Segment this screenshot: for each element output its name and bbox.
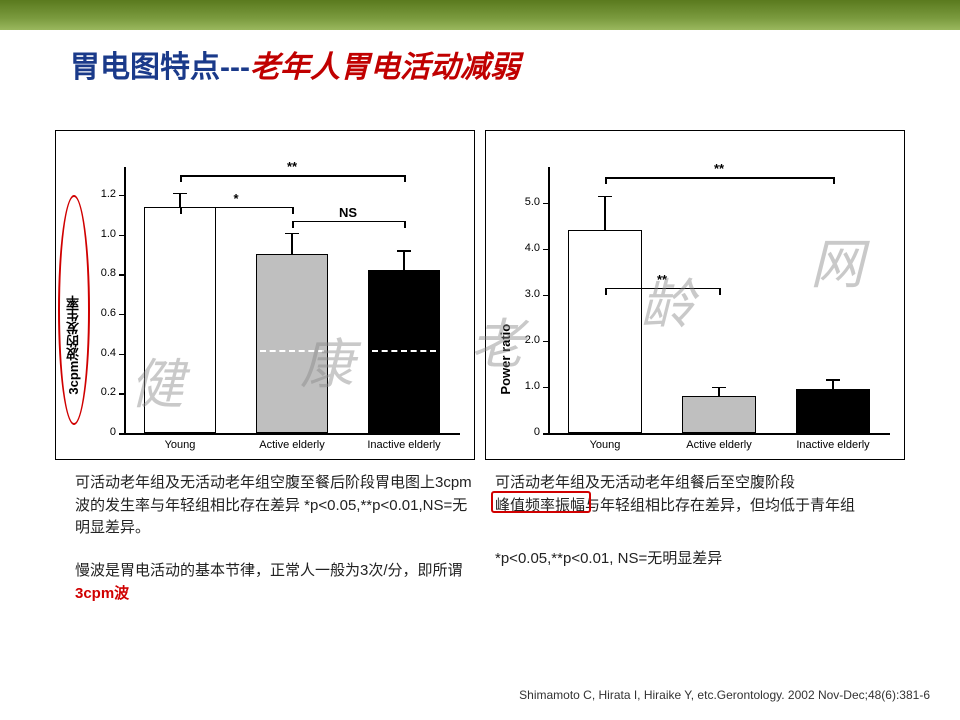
sig-label: ** — [704, 161, 734, 176]
red-box-annotation — [491, 491, 591, 513]
top-band — [0, 0, 960, 30]
sig-label: ** — [277, 159, 307, 174]
ytick-label: 0 — [534, 426, 540, 438]
ytick-label: 0.2 — [101, 386, 116, 398]
title-part2: 老年人胃电活动减弱 — [250, 51, 520, 84]
page-title: 胃电图特点---老年人胃电活动减弱 — [70, 42, 520, 86]
xtick-label: Inactive elderly — [788, 439, 878, 451]
sig-label: NS — [333, 205, 363, 220]
bar — [682, 396, 756, 433]
ytick-label: 0.4 — [101, 347, 116, 359]
xtick-label: Young — [135, 439, 225, 451]
bar — [796, 389, 870, 433]
bar — [568, 230, 642, 433]
ytick-label: 0.6 — [101, 307, 116, 319]
ytick-label: 0 — [110, 426, 116, 438]
ytick-label: 0.8 — [101, 267, 116, 279]
charts-row: 00.20.40.60.81.01.23cpm波的发生率YoungActive … — [55, 130, 905, 460]
red-oval-annotation — [58, 195, 90, 425]
title-part1: 胃电图特点--- — [70, 51, 250, 84]
sig-label: ** — [647, 272, 677, 287]
sig-label: * — [221, 191, 251, 206]
xtick-label: Active elderly — [674, 439, 764, 451]
ytick-label: 1.2 — [101, 188, 116, 200]
caption-right-1c: 与年轻组相比存在差异，但均低于青年组 — [585, 497, 855, 514]
caption-right-1a: 可活动老年组及无活动老年组餐后至空腹阶段 — [495, 474, 795, 491]
ytick-label: 1.0 — [101, 228, 116, 240]
caption-left-2: 慢波是胃电活动的基本节律，正常人一般为3次/分，即所谓 3cpm波 — [75, 560, 475, 605]
citation: Shimamoto C, Hirata I, Hiraike Y, etc.Ge… — [519, 688, 930, 702]
bar — [144, 207, 217, 433]
caption-right-2: *p<0.05,**p<0.01, NS=无明显差异 — [495, 548, 895, 571]
ytick-label: 1.0 — [525, 380, 540, 392]
ytick-label: 2.0 — [525, 334, 540, 346]
y-axis-label: Power ratio — [498, 214, 513, 395]
caption-left-1: 可活动老年组及无活动老年组空腹至餐后阶段胃电图上3cpm波的发生率与年轻组相比存… — [75, 472, 475, 540]
xtick-label: Young — [560, 439, 650, 451]
ytick-label: 3.0 — [525, 288, 540, 300]
chart-right: 0 1.0 2.0 3.0 4.0 5.0 Power ratio Young Active e… — [485, 130, 905, 460]
caption-left-2b: 3cpm波 — [75, 585, 129, 602]
ytick-label: 5.0 — [525, 196, 540, 208]
caption-left-2a: 慢波是胃电活动的基本节律，正常人一般为3次/分，即所谓 — [75, 562, 463, 579]
ytick-label: 4.0 — [525, 242, 540, 254]
chart-left: 00.20.40.60.81.01.23cpm波的发生率YoungActive … — [55, 130, 475, 460]
xtick-label: Active elderly — [247, 439, 337, 451]
xtick-label: Inactive elderly — [359, 439, 449, 451]
bar — [256, 254, 329, 433]
